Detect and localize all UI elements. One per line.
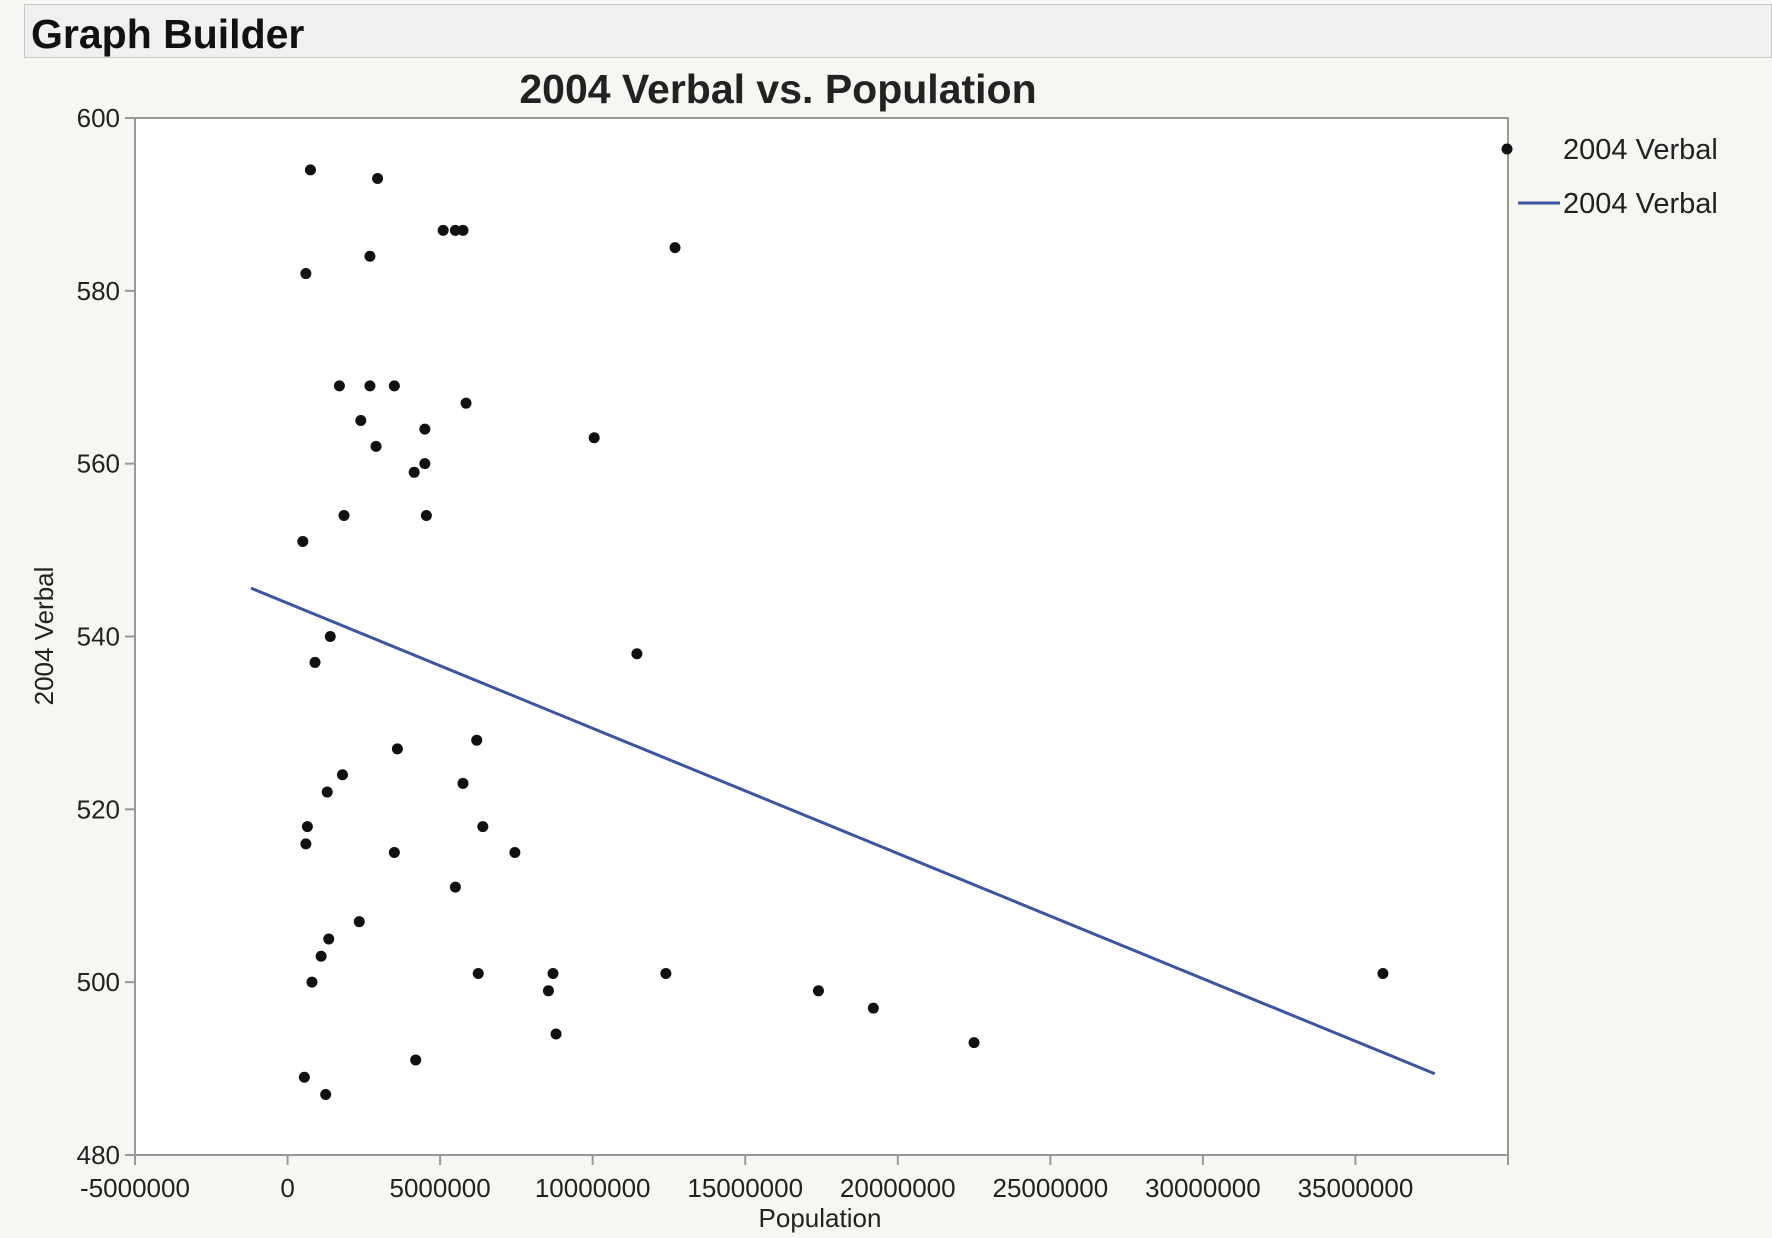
data-point — [372, 172, 384, 184]
data-point — [410, 1054, 422, 1066]
data-point — [420, 510, 432, 522]
window-title: Graph Builder — [31, 11, 305, 57]
data-point — [509, 847, 521, 859]
data-point — [309, 656, 321, 668]
data-point — [333, 380, 345, 392]
data-point — [338, 510, 350, 522]
data-point — [449, 881, 461, 893]
y-axis-label: 2004 Verbal — [29, 567, 59, 706]
data-point — [408, 466, 420, 478]
y-tick-label: 520 — [77, 794, 120, 824]
data-point — [471, 734, 483, 746]
data-point — [588, 432, 600, 444]
data-point — [306, 976, 318, 988]
data-point — [550, 1028, 562, 1040]
y-axis: 480 500 520 540 560 580 600 — [77, 103, 135, 1170]
y-tick-label: 540 — [77, 622, 120, 652]
data-point — [355, 414, 367, 426]
x-axis-label: Population — [759, 1203, 882, 1233]
data-point — [460, 397, 472, 409]
data-point — [391, 743, 403, 755]
data-point — [547, 968, 559, 980]
x-tick-label: 10000000 — [535, 1173, 651, 1203]
x-tick-label: 15000000 — [687, 1173, 803, 1203]
data-point — [812, 985, 824, 997]
data-point — [300, 268, 312, 280]
data-point — [457, 777, 469, 789]
chart-title: 2004 Verbal vs. Population — [519, 66, 1036, 112]
data-point — [437, 224, 449, 236]
x-axis: -5000000 0 5000000 10000000 15000000 20000000… — [80, 1155, 1509, 1203]
y-tick-label: 500 — [77, 967, 120, 997]
data-point — [419, 458, 431, 470]
x-tick-label: 20000000 — [840, 1173, 956, 1203]
fit-line-layer — [250, 586, 1436, 1076]
data-point — [449, 224, 461, 236]
data-point — [669, 242, 681, 254]
data-point — [660, 968, 672, 980]
x-tick-label: 0 — [280, 1173, 294, 1203]
data-point — [457, 224, 469, 236]
plot-area — [134, 117, 1509, 1156]
x-tick-label: 5000000 — [389, 1173, 490, 1203]
data-point — [631, 648, 643, 660]
data-point — [542, 985, 554, 997]
legend: 2004 Verbal 2004 Verbal — [1501, 134, 1718, 220]
data-point — [336, 769, 348, 781]
data-point — [477, 821, 489, 833]
data-point — [364, 250, 376, 262]
data-point — [968, 1037, 980, 1049]
data-point — [300, 838, 312, 850]
x-tick-label: 30000000 — [1145, 1173, 1261, 1203]
data-point — [388, 380, 400, 392]
points-layer — [297, 164, 1389, 1101]
data-point — [297, 535, 309, 547]
data-point — [388, 847, 400, 859]
legend-label-points: 2004 Verbal — [1563, 134, 1718, 166]
data-point — [301, 821, 313, 833]
legend-point-marker — [1501, 143, 1513, 155]
data-point — [867, 1002, 879, 1014]
x-tick-label: -5000000 — [80, 1173, 190, 1203]
data-point — [419, 423, 431, 435]
window-title-bar: Graph Builder — [24, 4, 1772, 58]
data-point — [364, 380, 376, 392]
legend-label-line: 2004 Verbal — [1563, 188, 1718, 220]
x-tick-label: 35000000 — [1298, 1173, 1414, 1203]
data-point — [315, 950, 327, 962]
fit-line — [250, 586, 1436, 1076]
data-point — [1377, 968, 1389, 980]
data-point — [324, 631, 336, 642]
y-tick-label: 560 — [77, 449, 120, 479]
data-point — [353, 916, 365, 928]
data-point — [472, 968, 484, 980]
data-point — [304, 164, 316, 176]
y-tick-label: 600 — [77, 103, 120, 133]
data-point — [370, 440, 382, 452]
y-tick-label: 580 — [77, 276, 120, 306]
data-point — [298, 1071, 310, 1083]
data-point — [321, 786, 333, 798]
y-tick-label: 480 — [77, 1140, 120, 1170]
x-tick-label: 25000000 — [992, 1173, 1108, 1203]
data-point — [323, 933, 335, 945]
data-point — [320, 1089, 332, 1101]
